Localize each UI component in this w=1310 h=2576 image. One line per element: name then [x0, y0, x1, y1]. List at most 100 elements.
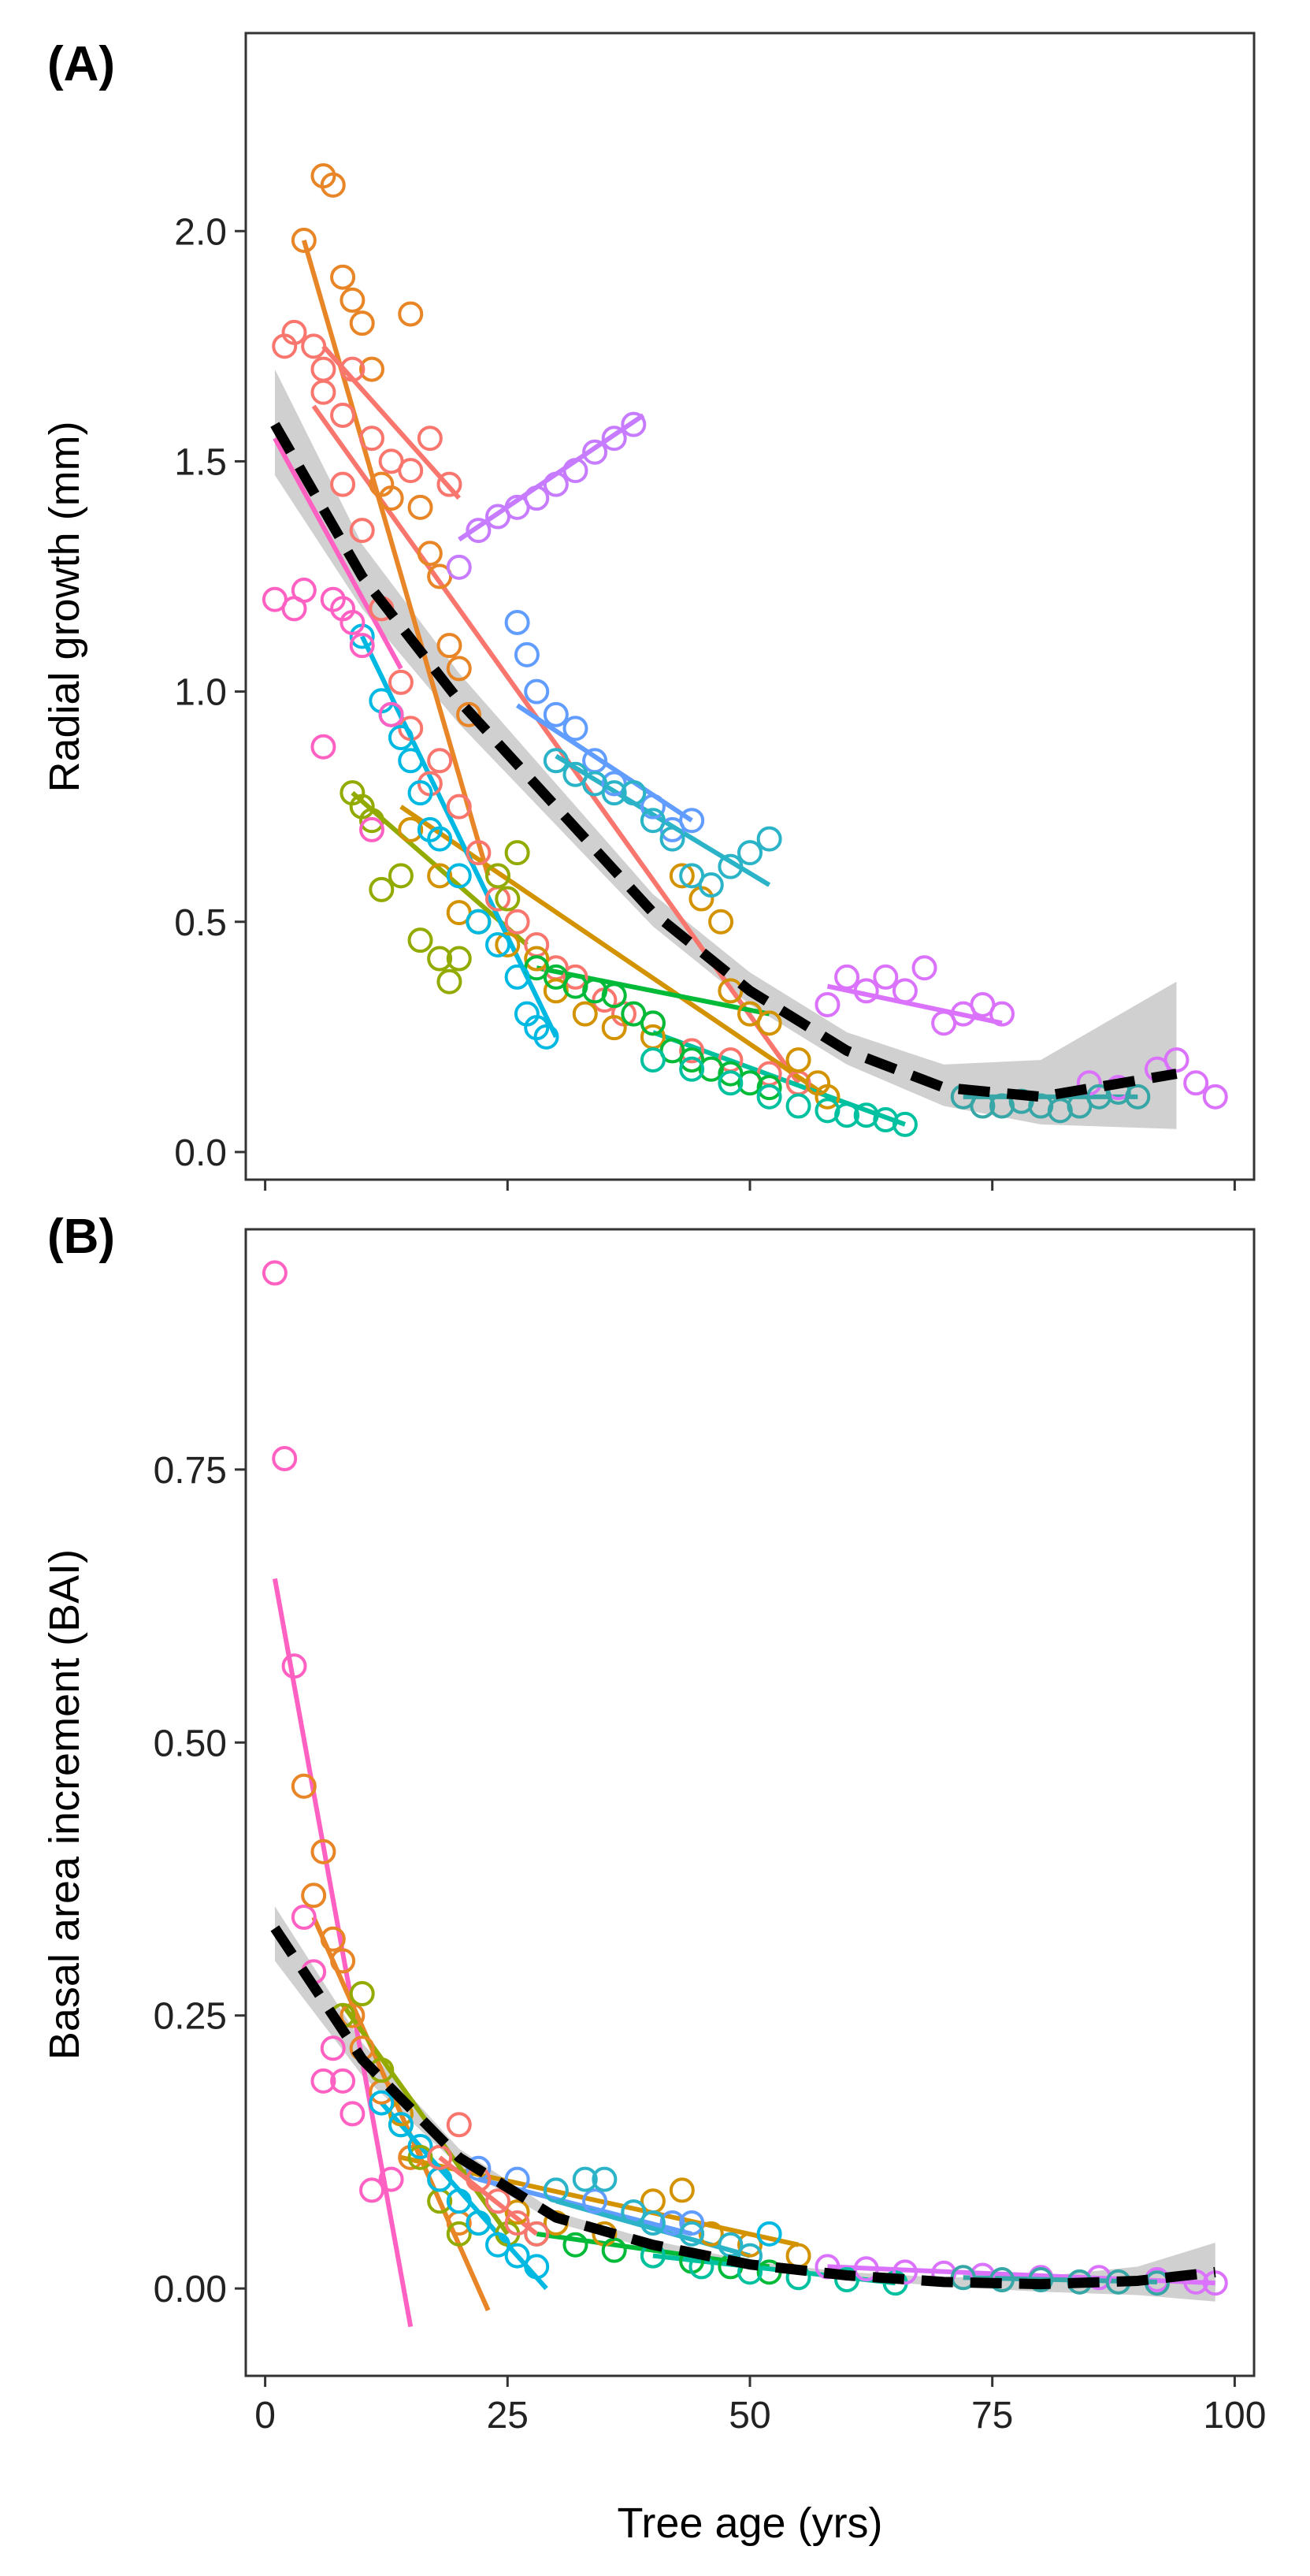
data-point-tree-12 [756, 826, 782, 852]
data-point-tree-9 [1202, 1084, 1228, 1110]
data-point-tree-11 [524, 485, 550, 511]
data-point-tree-3 [698, 2221, 724, 2247]
data-point-tree-4 [485, 863, 510, 889]
data-point-tree-11 [562, 458, 588, 484]
data-point-tree-6 [892, 1111, 918, 1137]
data-point-tree-2 [340, 2002, 366, 2028]
x-tick-label: 0 [254, 2395, 276, 2437]
x-tick-label: 100 [1203, 2395, 1266, 2437]
data-point-tree-7 [485, 931, 510, 957]
data-point-tree-2 [330, 1948, 356, 1974]
y-tick-label: 0.25 [154, 1996, 227, 2038]
y-tick-label: 0.0 [174, 1132, 227, 1174]
data-point-tree-8 [543, 701, 569, 727]
data-point-tree-8 [514, 641, 540, 667]
data-point-tree-1 [340, 2101, 366, 2127]
mean-trend-line [270, 1925, 1216, 2290]
data-point-tree-3 [427, 863, 453, 889]
data-point-tree-8 [504, 609, 530, 635]
data-point-tree-5 [756, 1075, 782, 1101]
panel-a: (A) 0.0 0.5 1.0 1.5 2.0 Radial growth (mm) [41, 32, 1256, 1191]
data-point-tree-1 [349, 518, 375, 544]
data-point-tree-9 [989, 1001, 1015, 1027]
data-point-tree-7 [446, 2188, 472, 2214]
data-point-tree-4 [446, 2221, 472, 2247]
data-point-tree-7 [504, 2243, 530, 2269]
data-point-tree-11 [621, 411, 647, 437]
data-point-tree-11 [466, 518, 492, 544]
fit-line-tree-3 [399, 805, 829, 1099]
data-point-tree-4 [359, 808, 384, 834]
panel-a-y-axis: 0.0 0.5 1.0 1.5 2.0 [174, 211, 246, 1174]
data-point-tree-14 [330, 403, 356, 428]
data-point-tree-2 [398, 301, 424, 327]
data-point-tree-10 [291, 578, 317, 604]
data-point-tree-1 [281, 1653, 307, 1679]
data-point-tree-11 [446, 554, 472, 580]
data-point-tree-7 [369, 2090, 395, 2116]
data-point-tree-2 [310, 1838, 336, 1864]
data-point-tree-12 [621, 780, 647, 806]
panel-a-y-axis-title: Radial growth (mm) [41, 421, 88, 792]
data-point-tree-11 [524, 2221, 550, 2247]
data-point-tree-1 [679, 1038, 705, 1064]
data-point-tree-2 [436, 633, 462, 659]
fit-line-tree-1 [272, 1578, 414, 2328]
data-point-tree-14 [340, 356, 366, 382]
data-point-tree-3 [708, 909, 734, 935]
x-axis-title: Tree age (yrs) [617, 2500, 882, 2547]
data-point-tree-3 [495, 931, 521, 957]
data-point-tree-9 [853, 2256, 879, 2282]
data-point-tree-3 [504, 2199, 530, 2225]
data-point-tree-4 [504, 840, 530, 866]
data-point-tree-7 [398, 748, 424, 774]
data-point-tree-5 [562, 2232, 588, 2258]
data-point-tree-10 [640, 2210, 666, 2236]
panel-b: (B) 0.00 0.25 0.50 0.75 0 25 50 75 100 Basal ar… [41, 1210, 1266, 2547]
data-point-tree-12 [601, 780, 627, 806]
data-point-tree-5 [601, 983, 627, 1009]
data-point-tree-14 [436, 471, 462, 497]
data-point-tree-1 [388, 669, 414, 695]
data-point-tree-3 [815, 1084, 841, 1110]
data-point-tree-12 [659, 826, 685, 852]
data-point-tree-3 [737, 2232, 763, 2258]
data-point-tree-9 [1183, 1070, 1209, 1096]
data-point-tree-2 [340, 287, 366, 313]
data-point-tree-10 [572, 2166, 598, 2192]
data-point-tree-6 [640, 1047, 666, 1073]
data-point-tree-10 [621, 2199, 647, 2225]
data-point-tree-1 [446, 794, 472, 820]
data-point-tree-2 [320, 1926, 346, 1952]
data-point-tree-10 [543, 2177, 569, 2203]
fit-line-tree-10 [273, 437, 403, 670]
data-point-tree-12 [737, 840, 763, 866]
data-point-tree-10 [592, 2166, 618, 2192]
data-point-tree-1 [466, 840, 492, 866]
fit-line-tree-2 [301, 240, 491, 877]
data-point-tree-12 [640, 808, 666, 834]
data-point-tree-2 [359, 356, 384, 382]
data-point-tree-13 [1125, 1084, 1151, 1110]
data-point-tree-4 [407, 927, 433, 953]
data-point-tree-9 [911, 955, 937, 981]
data-point-tree-4 [446, 946, 472, 972]
data-point-tree-4 [407, 2144, 433, 2170]
data-point-tree-3 [601, 1015, 627, 1041]
data-point-tree-1 [291, 1905, 317, 1930]
data-point-tree-7 [533, 1024, 559, 1050]
data-point-tree-12 [543, 748, 569, 774]
data-point-tree-1 [330, 2068, 356, 2094]
data-point-tree-10 [378, 701, 404, 727]
data-point-tree-14 [281, 319, 307, 345]
data-point-tree-1 [359, 2177, 384, 2203]
data-point-tree-2 [330, 264, 356, 290]
data-point-tree-8 [524, 678, 550, 704]
data-point-tree-10 [679, 2221, 705, 2247]
data-point-tree-7 [407, 2134, 433, 2159]
data-point-tree-10 [349, 633, 375, 659]
data-point-tree-1 [562, 964, 588, 990]
data-point-tree-1 [320, 2035, 346, 2061]
data-point-tree-9 [892, 2259, 918, 2285]
